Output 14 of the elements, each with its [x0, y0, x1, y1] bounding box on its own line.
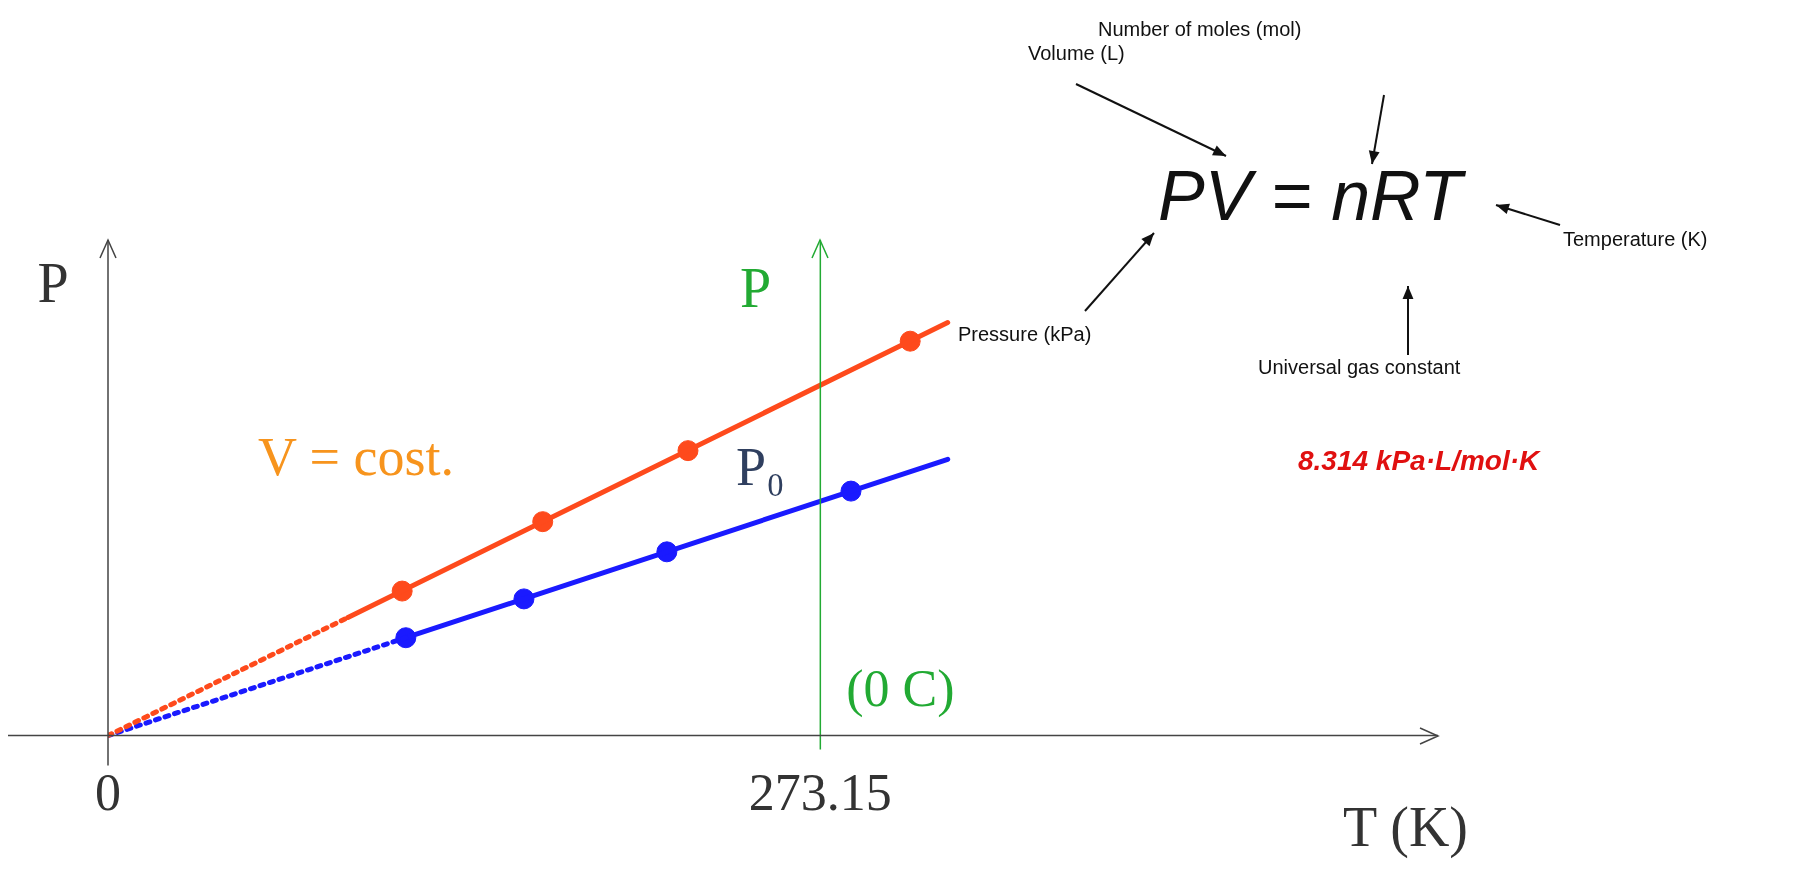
text: Volume (L) [1028, 42, 1125, 64]
y-axis-title: P [37, 252, 69, 314]
ref-line-label: (0 C) [846, 659, 955, 718]
annotation: Pressure (kPa) [958, 323, 1092, 345]
x-tick-label: 273.15 [748, 764, 892, 822]
x-axis-title: T (K) [1343, 795, 1468, 859]
text: Number of moles (mol) [1098, 18, 1302, 40]
annotation: P₀ [736, 437, 785, 498]
x-tick-label: 0 [95, 764, 121, 822]
annotation: 8.314 kPa·L/mol·K [1298, 445, 1540, 477]
text: Temperature (K) [1563, 228, 1708, 250]
text: P [740, 257, 772, 320]
annotation: Universal gas constant [1258, 356, 1461, 378]
annotation: V = cost. [258, 427, 454, 488]
